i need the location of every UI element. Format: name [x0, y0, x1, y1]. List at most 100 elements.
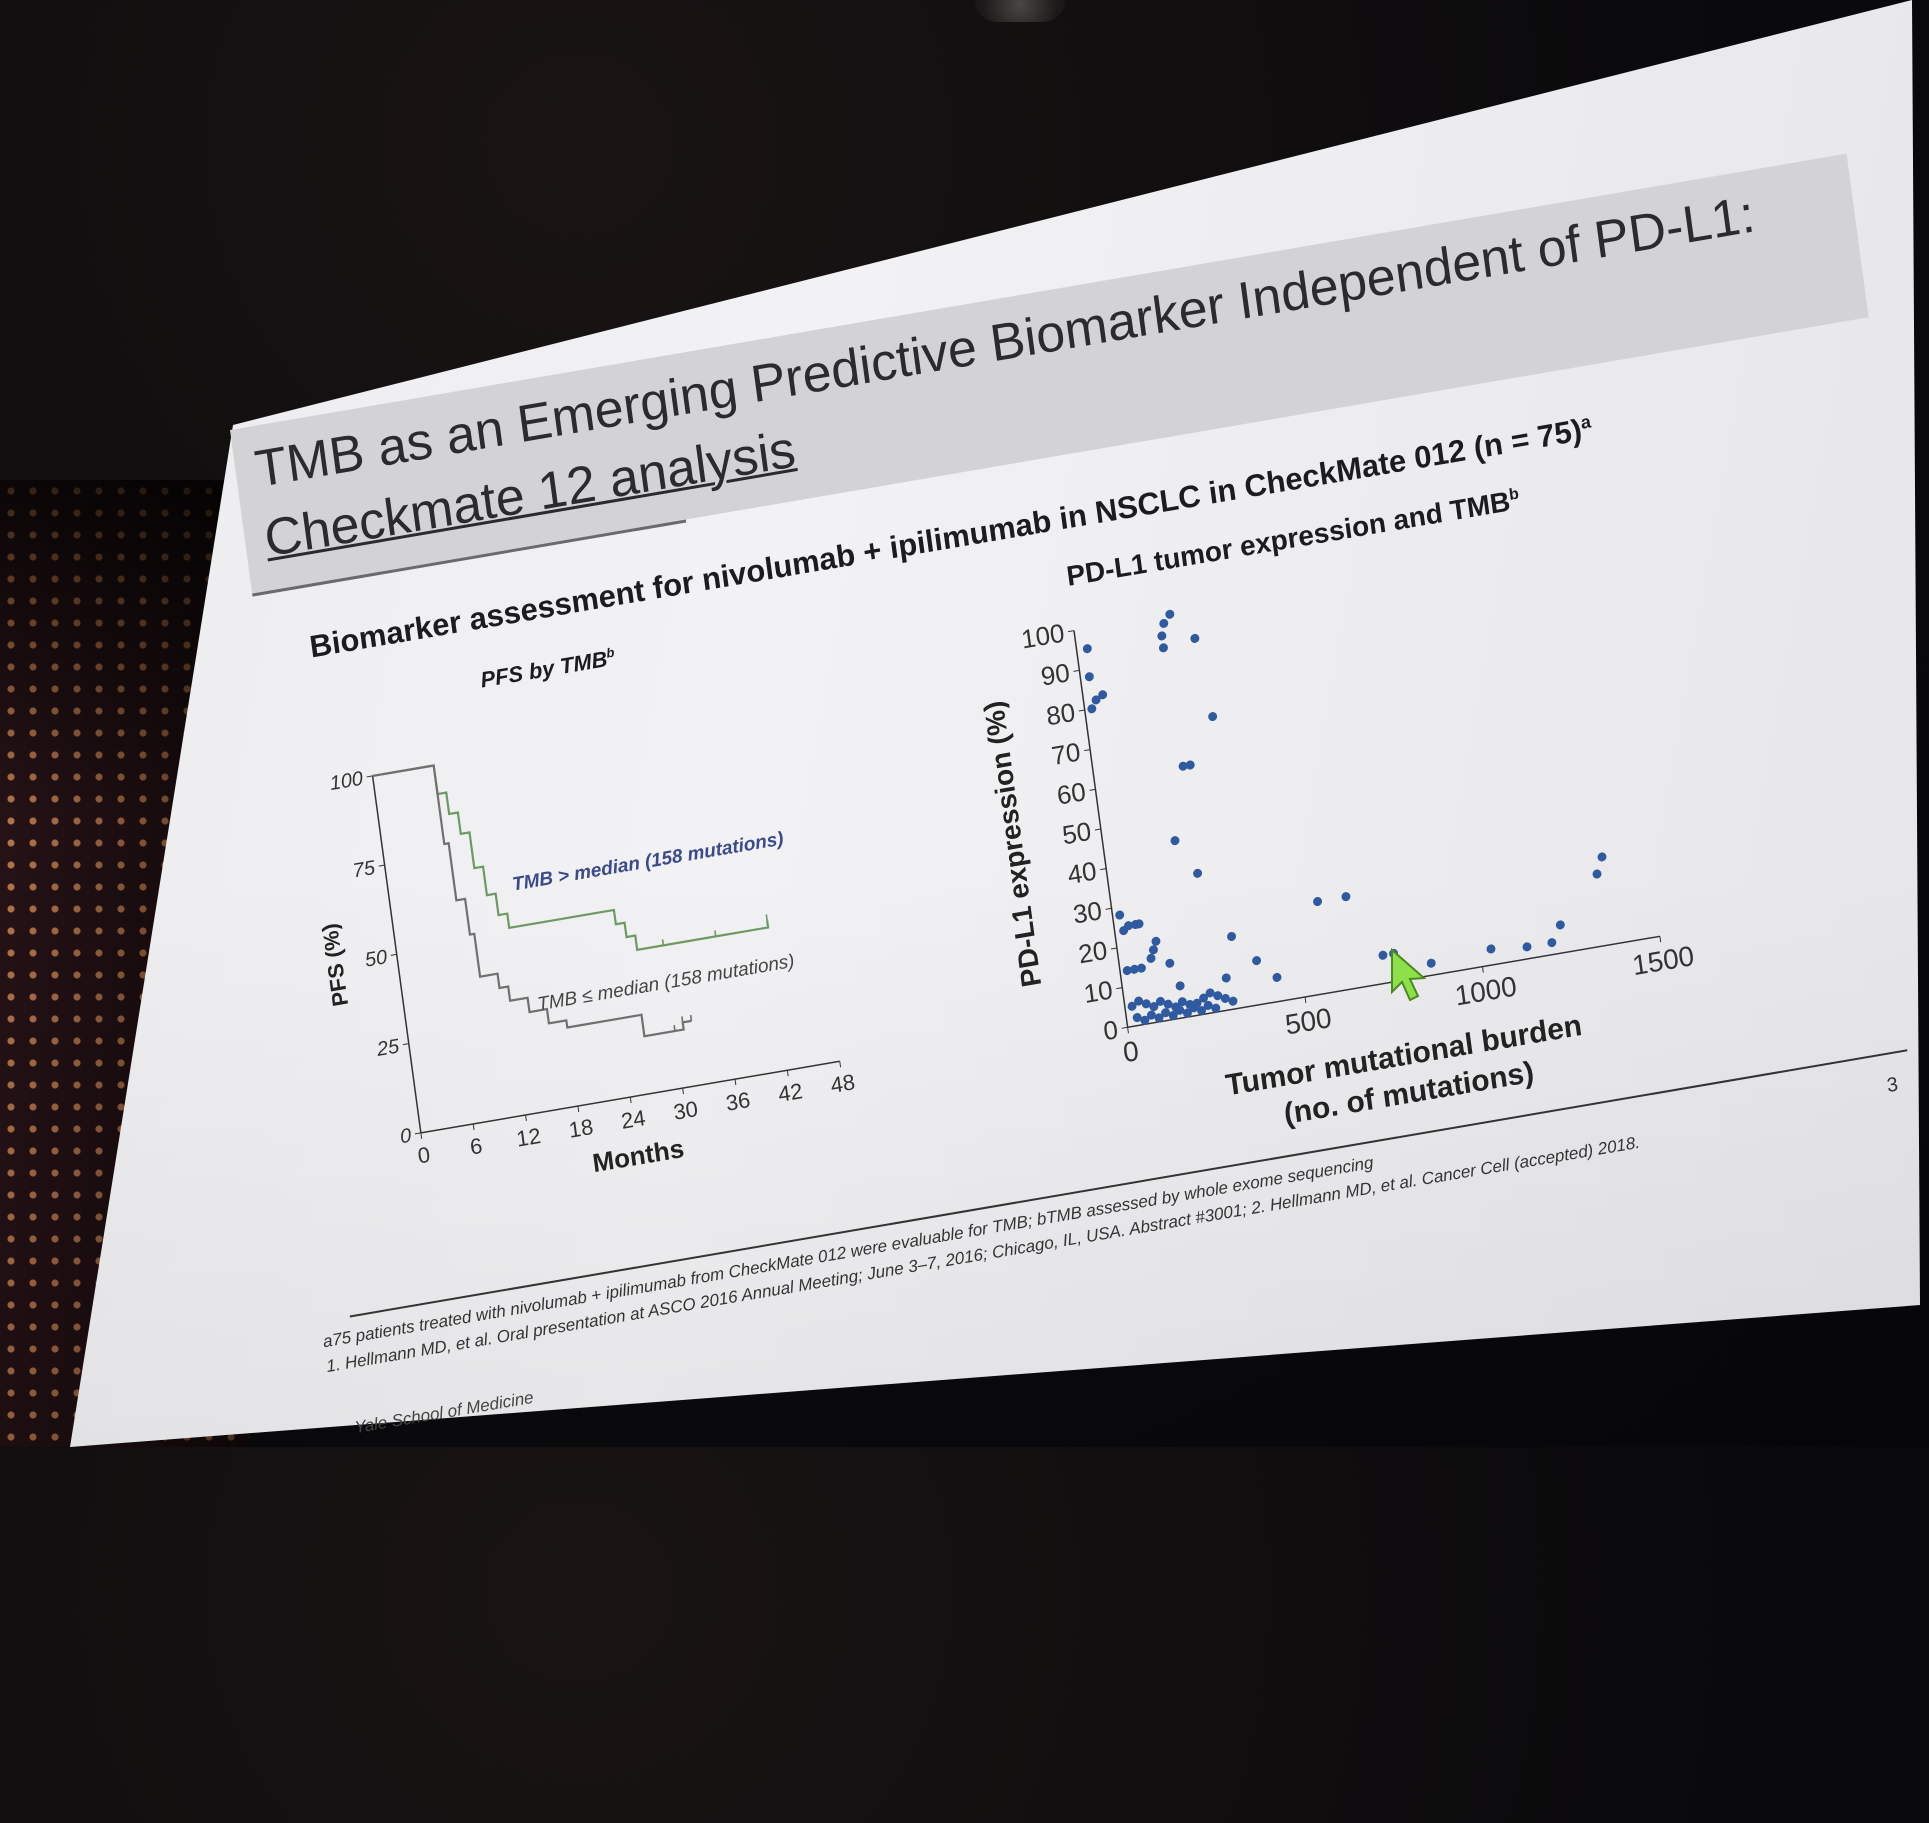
scatter-point — [1522, 942, 1532, 952]
scatter-x-tick-label: 1500 — [1630, 940, 1696, 981]
scatter-point — [1082, 644, 1092, 654]
scatter-point — [1378, 950, 1388, 960]
scatter-y-tick — [1105, 907, 1112, 910]
scatter-point — [1221, 973, 1231, 983]
scatter-point — [1148, 945, 1158, 955]
scatter-y-tick-label: 40 — [1066, 855, 1099, 890]
km-y-tick — [390, 953, 397, 956]
scatter-x-tick — [1481, 966, 1484, 973]
scatter-point — [1211, 1003, 1221, 1013]
km-plot: 0 6 12 18 24 30 36 42 48 0 25 50 75 100 Months PFS (%) T… — [317, 764, 857, 1178]
slide-content: TMB as an Emerging Predictive Biomarker … — [230, 153, 1929, 1819]
scatter-point — [1151, 936, 1161, 946]
scatter-point — [1252, 956, 1262, 966]
km-censor-mark — [642, 1030, 646, 1037]
km-x-tick-label: 24 — [620, 1105, 647, 1134]
km-censor-mark — [681, 1016, 684, 1023]
km-censor-mark — [689, 1014, 693, 1022]
scatter-point — [1134, 996, 1144, 1006]
km-y-tick-label: 50 — [364, 946, 389, 972]
scatter-point — [1127, 1001, 1137, 1011]
km-x-axis-label: Months — [591, 1133, 686, 1178]
km-y-tick-label: 75 — [352, 857, 378, 883]
scatter-y-tick — [1121, 1026, 1128, 1029]
scatter-x-tick-label: 0 — [1121, 1035, 1141, 1068]
scatter-point — [1208, 711, 1218, 722]
km-x-tick-label: 48 — [829, 1069, 856, 1098]
scatter-x-tick-label: 500 — [1283, 1002, 1333, 1041]
scatter-point — [1158, 643, 1168, 653]
scatter-y-tick — [1078, 709, 1085, 712]
scatter-point — [1175, 1005, 1185, 1015]
scatter-point — [1168, 1010, 1178, 1020]
scatter-y-tick-label: 100 — [1019, 617, 1066, 654]
scatter-y-tick — [1100, 868, 1107, 871]
km-x-tick — [472, 1123, 475, 1130]
scatter-point — [1220, 993, 1230, 1003]
scatter-point — [1146, 1010, 1156, 1020]
scatter-point — [1547, 938, 1557, 948]
km-x-tick — [577, 1105, 580, 1113]
scatter-point — [1136, 963, 1146, 973]
footer-brand: Yale School of Medicine — [353, 1387, 535, 1438]
scatter-y-tick — [1110, 947, 1117, 950]
km-y-tick — [366, 775, 373, 778]
km-x-tick — [786, 1070, 789, 1077]
scatter-y-tick — [1116, 987, 1123, 990]
km-x-axis — [420, 1060, 840, 1134]
km-y-tick-label: 100 — [328, 768, 364, 795]
scatter-y-tick — [1094, 828, 1101, 831]
km-y-axis-label: PFS (%) — [317, 922, 353, 1009]
scatter-point — [1155, 996, 1165, 1006]
scatter-point — [1190, 633, 1200, 643]
km-series-line — [372, 764, 692, 1038]
scatter-point — [1205, 988, 1215, 998]
scatter-point — [1189, 1003, 1199, 1013]
scatter-point — [1182, 1008, 1192, 1018]
scatter-point — [1098, 690, 1108, 700]
scatter-point — [1175, 981, 1185, 991]
scatter-point — [1165, 958, 1175, 968]
scatter-point — [1227, 931, 1237, 942]
km-y-tick — [378, 864, 385, 867]
scatter-point — [1197, 1006, 1207, 1016]
scatter-point — [1178, 761, 1188, 771]
km-censor-mark — [714, 930, 717, 937]
scatter-point — [1486, 944, 1496, 954]
scatter-y-tick-label: 90 — [1039, 657, 1072, 692]
scatter-x-tick — [1304, 996, 1307, 1004]
scatter-point — [1272, 972, 1282, 982]
scatter-y-tick-label: 20 — [1077, 935, 1110, 970]
scatter-point — [1203, 1000, 1213, 1010]
km-x-tick-label: 0 — [416, 1142, 431, 1169]
scatter-x-tick-label: 1000 — [1453, 970, 1519, 1011]
km-series-line — [372, 764, 770, 952]
km-x-tick-label: 42 — [777, 1078, 804, 1107]
scatter-y-tick — [1068, 630, 1075, 633]
scatter-point — [1592, 869, 1602, 879]
km-x-tick — [734, 1079, 737, 1086]
km-censor-mark — [661, 939, 665, 946]
scatter-x-tick — [1659, 936, 1662, 943]
scatter-point — [1193, 868, 1203, 878]
scatter-point — [1426, 958, 1436, 968]
scatter-point — [1149, 1002, 1159, 1012]
scatter-point — [1134, 919, 1144, 929]
scatter-point — [1185, 760, 1195, 770]
scatter-point — [1228, 996, 1238, 1006]
km-x-tick — [525, 1114, 527, 1122]
km-censor-mark — [673, 1024, 676, 1032]
km-series-label: TMB > median (158 mutations) — [511, 829, 785, 896]
ceiling-light-fixture — [975, 0, 1065, 22]
km-y-tick-label: 25 — [375, 1035, 402, 1061]
km-x-tick — [420, 1132, 423, 1139]
scatter-point — [1141, 999, 1151, 1009]
scatter-point — [1157, 631, 1167, 641]
scatter-y-tick-label: 30 — [1071, 895, 1104, 930]
km-x-tick — [839, 1061, 842, 1068]
scatter-point — [1177, 997, 1187, 1007]
scatter-point — [1084, 672, 1094, 682]
scatter-point — [1122, 966, 1132, 976]
km-x-tick-label: 6 — [469, 1133, 484, 1160]
km-series-label: TMB ≤ median (158 mutations) — [536, 951, 796, 1016]
